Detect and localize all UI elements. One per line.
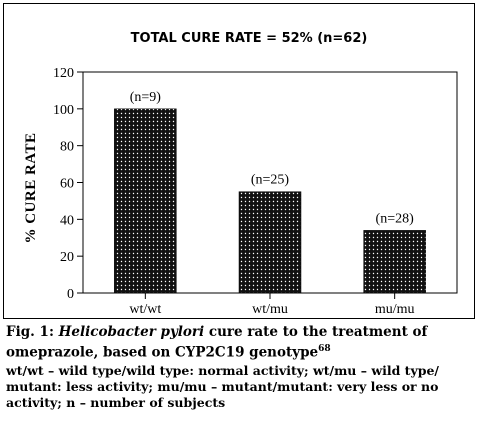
- y-tick-label: 60: [60, 177, 74, 192]
- y-tick-label: 100: [53, 103, 74, 118]
- x-tick-label: wt/mu: [252, 302, 288, 317]
- figure-frame: TOTAL CURE RATE = 52% (n=62) % CURE RATE…: [3, 3, 475, 319]
- y-tick-label: 80: [60, 140, 74, 155]
- data-label: (n=25): [251, 173, 290, 188]
- caption-text: cure rate to the treatment of omeprazole…: [6, 324, 428, 361]
- y-tick-label: 20: [60, 250, 74, 265]
- bar: [363, 230, 426, 294]
- y-axis-label: % CURE RATE: [23, 132, 39, 243]
- figure-caption: Fig. 1: Helicobacter pylori cure rate to…: [6, 324, 472, 411]
- x-tick-label: wt/wt: [129, 302, 161, 317]
- y-tick-label: 40: [60, 213, 74, 228]
- data-label: (n=9): [130, 90, 162, 105]
- x-tick-label: mu/mu: [375, 302, 415, 317]
- y-tick-label: 120: [53, 66, 74, 81]
- bar: [114, 108, 177, 294]
- y-tick-label: 0: [67, 287, 74, 302]
- caption-main: Fig. 1: Helicobacter pylori cure rate to…: [6, 324, 472, 362]
- data-label: (n=28): [376, 211, 415, 226]
- bar-chart: TOTAL CURE RATE = 52% (n=62) % CURE RATE…: [23, 31, 458, 317]
- bar: [238, 191, 302, 294]
- caption-species: Helicobacter pylori: [58, 324, 205, 340]
- caption-fig-label: Fig. 1:: [6, 324, 54, 340]
- caption-notes: wt/wt – wild type/wild type: normal acti…: [6, 362, 439, 410]
- plot-area: 0 20 40 60 80 100 120 wt/wt (n=9) wt/mu (n=25) mu/m…: [53, 66, 458, 317]
- chart-title: TOTAL CURE RATE = 52% (n=62): [131, 31, 368, 46]
- caption-ref: 68: [318, 344, 331, 354]
